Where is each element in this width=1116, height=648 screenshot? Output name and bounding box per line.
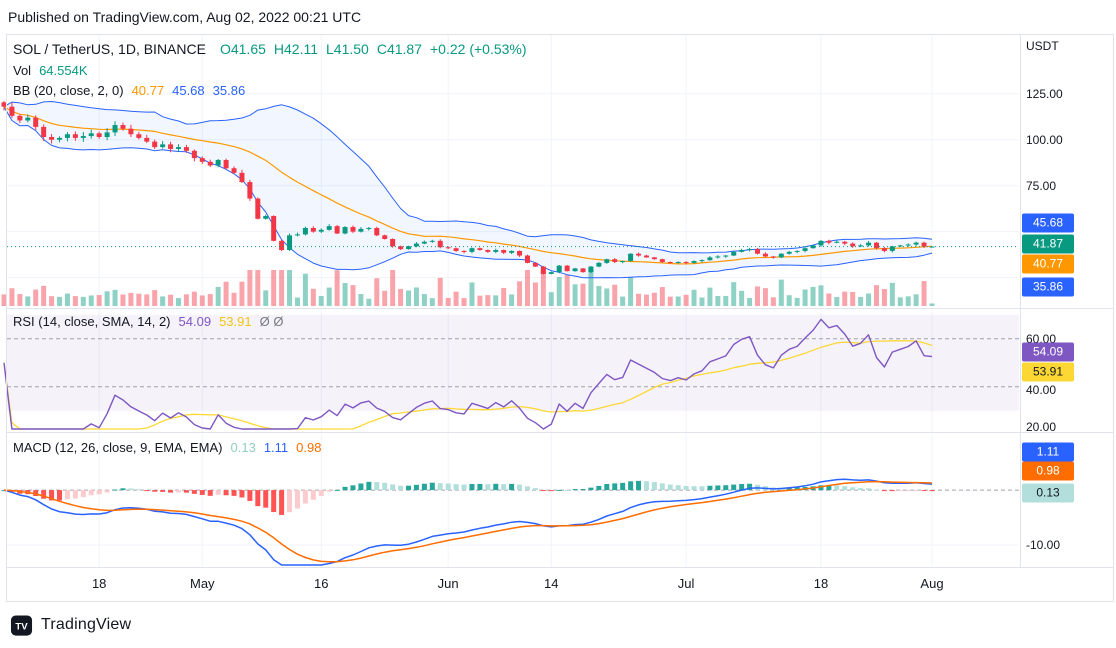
time-axis-tick: 18 <box>813 576 829 591</box>
volume-legend: Vol 64.554K <box>13 63 88 78</box>
bb-legend: BB (20, close, 2, 0) 40.77 45.68 35.86 <box>13 83 245 98</box>
price-axis-label: 125.00 <box>1026 87 1063 101</box>
rsi-axis-badge: 54.09 <box>1022 342 1074 362</box>
price-axis-badge: 35.86 <box>1022 277 1074 297</box>
bb-basis-value: 40.77 <box>131 83 165 98</box>
price-axis-badge: 40.77 <box>1022 254 1074 274</box>
macd-hist-value: 0.13 <box>230 440 256 455</box>
rsi-value: 54.09 <box>178 314 212 329</box>
bb-upper-value: 45.68 <box>172 83 205 98</box>
time-axis-tick: May <box>190 576 215 591</box>
price-axis-label: 100.00 <box>1026 133 1063 147</box>
macd-signal-value: 0.98 <box>296 440 322 455</box>
price-axis-badge: 41.87 <box>1022 234 1074 254</box>
time-axis-tick: 14 <box>544 576 559 591</box>
ohlc-change: +0.22 (+0.53%) <box>430 41 527 57</box>
volume-label[interactable]: Vol <box>13 63 32 78</box>
time-axis-tick: Aug <box>920 576 944 591</box>
time-axis-tick: Jun <box>437 576 459 591</box>
macd-axis-badge: 1.11 <box>1022 442 1074 462</box>
bb-lower-value: 35.86 <box>212 83 246 98</box>
macd-title[interactable]: MACD (12, 26, close, 9, EMA, EMA) <box>13 440 223 455</box>
macd-legend: MACD (12, 26, close, 9, EMA, EMA) 0.13 1… <box>13 440 321 455</box>
rsi-title[interactable]: RSI (14, close, SMA, 14, 2) <box>13 314 171 329</box>
bb-title[interactable]: BB (20, close, 2, 0) <box>13 83 124 98</box>
macd-axis-badge: 0.98 <box>1022 461 1074 481</box>
rsi-axis-label: 20.00 <box>1026 420 1057 434</box>
price-axis-label: USDT <box>1026 39 1059 53</box>
published-caption: Published on TradingView.com, Aug 02, 20… <box>8 9 362 25</box>
rsi-axis-label: 40.00 <box>1026 383 1057 397</box>
rsi-legend: RSI (14, close, SMA, 14, 2) 54.09 53.91 … <box>13 314 283 329</box>
macd-line-value: 1.11 <box>263 440 289 455</box>
time-axis-tick: Jul <box>677 576 695 591</box>
svg-text:TV: TV <box>15 621 28 632</box>
time-axis-tick: 18 <box>91 576 107 591</box>
price-axis-badge: 45.68 <box>1022 213 1074 233</box>
macd-axis-badge: 0.13 <box>1022 483 1074 503</box>
volume-value: 64.554K <box>39 63 88 78</box>
symbol-title[interactable]: SOL / TetherUS, 1D, BINANCE <box>13 41 206 57</box>
tradingview-logo-icon[interactable]: TV <box>10 614 33 637</box>
rsi-hidden-values: Ø Ø <box>259 314 284 329</box>
time-axis-tick: 16 <box>314 576 329 591</box>
rsi-ma-value: 53.91 <box>219 314 252 329</box>
ohlc-close: C41.87 <box>376 41 422 57</box>
rsi-axis-badge: 53.91 <box>1022 362 1074 382</box>
ohlc-low: L41.50 <box>326 41 369 57</box>
footer: TV TradingView <box>10 610 131 640</box>
tradingview-brand[interactable]: TradingView <box>41 616 132 633</box>
symbol-legend: SOL / TetherUS, 1D, BINANCE O41.65 H42.1… <box>13 41 527 57</box>
ohlc-high: H42.11 <box>273 41 319 57</box>
price-axis-label: 75.00 <box>1026 179 1057 193</box>
macd-axis-label: -10.00 <box>1026 538 1061 552</box>
ohlc-open: O41.65 <box>219 41 266 57</box>
